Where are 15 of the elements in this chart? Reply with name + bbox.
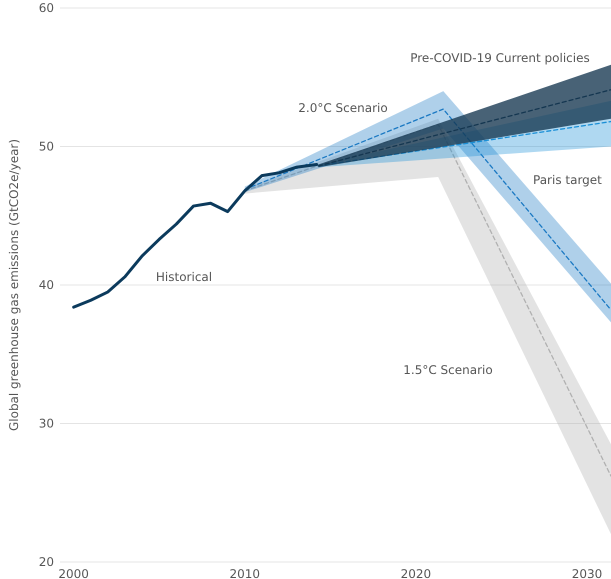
x-tick-label: 2000 xyxy=(58,567,89,579)
annotation: Paris target xyxy=(533,173,602,188)
y-tick-label: 40 xyxy=(38,278,54,292)
y-tick-label: 20 xyxy=(38,555,54,570)
x-tick-label: 2010 xyxy=(230,567,260,579)
annotation: Historical xyxy=(156,270,212,284)
annotation: 1.5°C Scenario xyxy=(403,363,493,378)
y-tick-label: 60 xyxy=(38,1,54,16)
annotation: 2.0°C Scenario xyxy=(298,101,388,116)
annotation: Pre-COVID-19 Current policies xyxy=(410,51,590,66)
x-tick-label: 2020 xyxy=(400,567,432,579)
x-tick-label: 2030 xyxy=(572,567,602,579)
y-tick-label: 30 xyxy=(38,416,54,431)
y-axis-title: Global greenhouse gas emissions (GtCO2e/year) xyxy=(7,138,21,432)
y-tick-label: 50 xyxy=(38,140,54,154)
